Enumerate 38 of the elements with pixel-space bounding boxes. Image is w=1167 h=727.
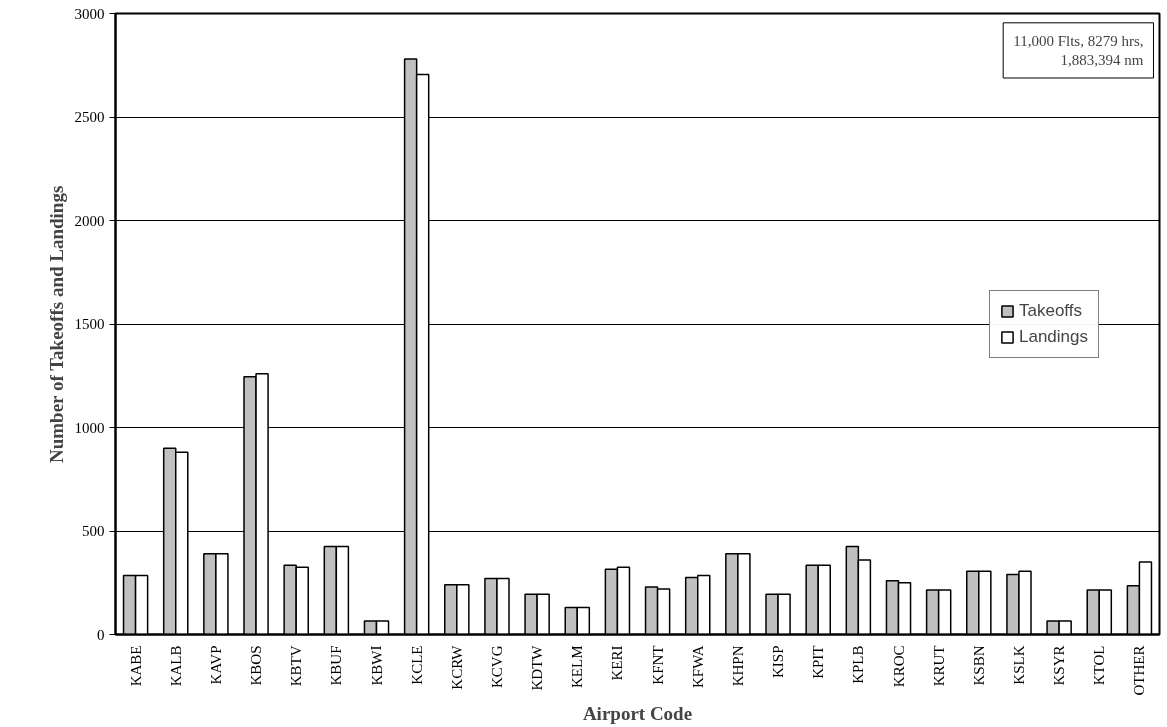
x-tick-label: KAVP — [207, 645, 224, 685]
x-tick-label: KPLB — [850, 645, 867, 684]
y-tick-label: 500 — [82, 523, 105, 539]
x-tick-label: OTHER — [1131, 645, 1148, 696]
x-tick-label: KCRW — [448, 644, 465, 690]
y-tick-label: 2500 — [74, 109, 105, 125]
x-tick-label: KROC — [890, 645, 907, 688]
x-tick-label: KTOL — [1091, 645, 1108, 686]
y-axis-title: Number of Takeoffs and Landings — [45, 185, 67, 464]
x-tick-label: KRUT — [930, 645, 947, 687]
x-tick-label: KHPN — [729, 645, 746, 687]
y-tick-label: 3000 — [74, 5, 105, 22]
y-tick-label: 1000 — [74, 419, 105, 436]
y-tick-label: 0 — [97, 626, 105, 643]
x-tick-label: KBUF — [328, 645, 345, 686]
x-tick-label: KCVG — [488, 645, 505, 688]
x-tick-label: KBOS — [248, 645, 265, 686]
x-tick-label: KABE — [127, 645, 144, 687]
x-tick-label: KSBN — [970, 645, 987, 686]
x-tick-label: KBTV — [288, 645, 305, 687]
x-tick-label: KCLE — [408, 645, 425, 685]
x-tick-label: KERI — [609, 645, 626, 681]
x-tick-label: KFNT — [649, 645, 666, 685]
legend-label: Takeoffs — [1018, 300, 1082, 321]
x-tick-label: KALB — [167, 645, 184, 687]
y-tick-label: 2000 — [74, 212, 105, 229]
x-tick-label: KSLK — [1010, 645, 1027, 685]
x-tick-label: KISP — [770, 645, 787, 679]
x-tick-label: KDTW — [529, 644, 546, 691]
x-axis-title: Airport Code — [582, 703, 693, 725]
x-tick-label: KSYR — [1051, 645, 1068, 686]
y-tick-label: 1500 — [74, 316, 105, 332]
x-tick-label: KFWA — [689, 645, 706, 688]
x-tick-label: KBWI — [368, 645, 385, 686]
x-tick-label: KELM — [569, 645, 586, 688]
annotation: 11,000 Flts, 8279 hrs, 1,883,394 nm — [1013, 32, 1144, 69]
legend-label: Landings — [1018, 326, 1088, 347]
x-tick-label: KPIT — [810, 645, 827, 679]
